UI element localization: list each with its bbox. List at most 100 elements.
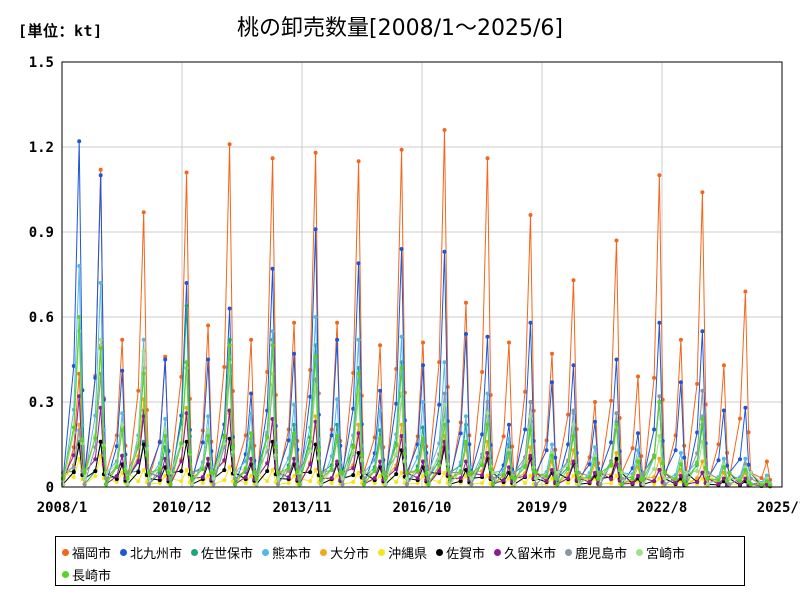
data-point [512, 476, 517, 481]
legend-marker-icon [62, 571, 69, 578]
data-point [340, 482, 345, 487]
data-point [550, 451, 554, 455]
data-point [614, 238, 619, 243]
data-point [652, 467, 657, 472]
data-point [727, 470, 732, 475]
data-point [270, 468, 275, 472]
data-point [276, 482, 280, 487]
data-point [227, 337, 232, 342]
data-point [157, 478, 162, 483]
data-point [308, 479, 313, 484]
data-point [738, 416, 742, 421]
data-point [372, 468, 377, 473]
data-point [652, 427, 657, 432]
data-point [657, 468, 662, 472]
data-point [571, 473, 576, 478]
data-point [695, 430, 700, 435]
data-point [211, 470, 216, 475]
data-point [166, 470, 171, 475]
x-tick-label: 2025/7 [757, 500, 800, 516]
data-point [200, 467, 205, 472]
data-point [657, 173, 662, 178]
data-point [614, 357, 619, 362]
data-point [531, 408, 536, 413]
data-point [319, 476, 323, 481]
legend-marker-icon [378, 549, 386, 556]
data-point [464, 300, 468, 305]
data-point [313, 468, 318, 472]
data-point [528, 414, 533, 419]
data-point [662, 476, 667, 481]
data-point [678, 337, 683, 342]
data-point [316, 448, 321, 453]
data-point [141, 337, 146, 342]
data-point [571, 422, 576, 427]
data-point [335, 337, 340, 342]
data-point [71, 425, 76, 430]
data-point [187, 450, 192, 455]
data-point [227, 436, 232, 441]
data-point [82, 470, 87, 475]
data-point [636, 374, 640, 379]
data-point [678, 451, 683, 455]
data-point [394, 480, 399, 484]
data-point [657, 456, 662, 461]
legend-item: 久留米市 [494, 542, 556, 563]
data-point [179, 469, 184, 474]
data-point [528, 453, 533, 458]
data-point [206, 473, 211, 478]
data-point [544, 448, 549, 453]
data-point [184, 281, 189, 285]
data-point [378, 343, 383, 348]
data-point [351, 466, 356, 471]
data-point [447, 476, 452, 481]
data-point [759, 476, 764, 481]
legend-marker-icon [62, 549, 69, 556]
legend-label: 佐賀市 [446, 547, 486, 562]
data-point [227, 465, 232, 470]
data-point [458, 479, 463, 484]
data-point [286, 481, 291, 485]
data-point [609, 481, 614, 485]
data-point [550, 351, 554, 356]
data-point [619, 482, 624, 487]
data-point [528, 428, 533, 433]
data-point [614, 462, 619, 467]
data-point [98, 167, 103, 172]
data-point [399, 434, 404, 438]
legend-item: 福岡市 [62, 542, 111, 563]
data-point [227, 343, 232, 348]
data-point [673, 448, 678, 453]
unit-label: [単位：kt] [18, 22, 103, 40]
data-point [123, 469, 128, 474]
data-point [652, 455, 657, 460]
data-point [383, 482, 388, 487]
data-point [587, 475, 592, 480]
legend-label: 沖縄県 [388, 547, 428, 562]
data-point [335, 320, 340, 325]
data-point [657, 400, 662, 404]
data-point [77, 428, 82, 433]
data-point [179, 374, 184, 379]
axes: 0 0.3 0.6 0.9 1.2 1.5 2008/1 2010/12 2013/11 2016… [29, 55, 800, 516]
data-point [553, 455, 558, 460]
data-point [480, 481, 485, 485]
data-point [98, 346, 103, 351]
data-point [682, 478, 687, 483]
data-point [485, 411, 490, 416]
data-point [372, 481, 377, 485]
data-point [359, 453, 364, 458]
legend-label: 福岡市 [72, 547, 112, 562]
data-point [415, 455, 420, 460]
data-point [596, 477, 601, 482]
data-point [657, 434, 662, 438]
data-point [485, 473, 490, 478]
data-point [286, 427, 291, 432]
data-point [566, 481, 571, 485]
data-point [566, 442, 571, 447]
data-point [93, 474, 98, 479]
data-point [566, 476, 571, 481]
data-point [372, 476, 377, 481]
data-point [404, 470, 409, 475]
data-point [394, 452, 399, 457]
